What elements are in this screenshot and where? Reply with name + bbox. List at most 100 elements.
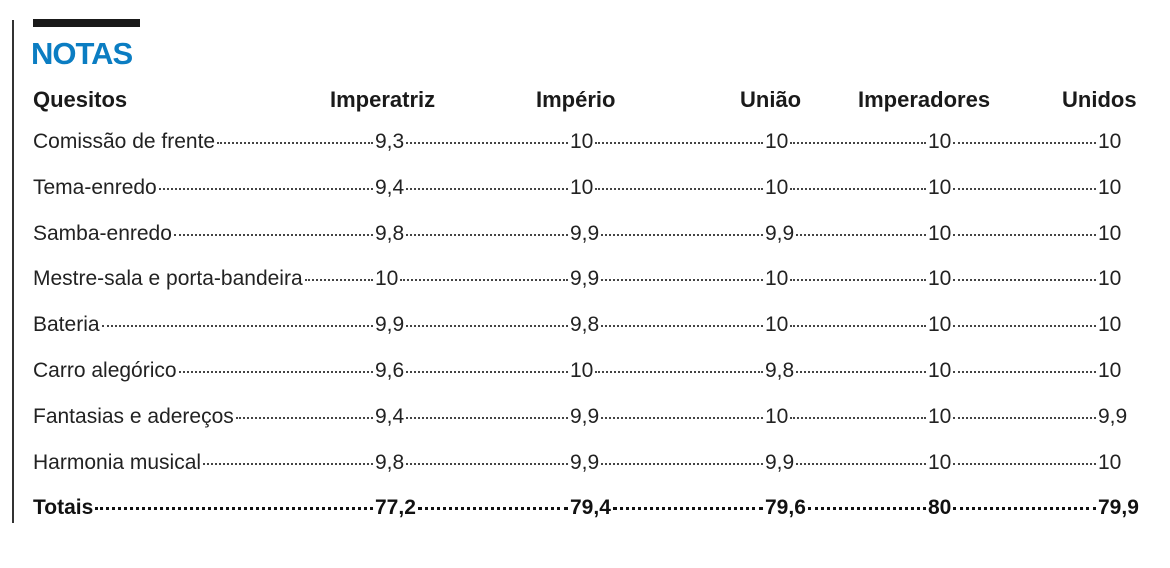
score: 10 — [928, 404, 952, 428]
score-cell: 9,9 — [570, 267, 765, 297]
score-cell: 10 — [570, 176, 765, 206]
column-header: Império — [536, 87, 616, 112]
score-cell: 10 — [1098, 451, 1158, 481]
score-cell: 10 — [375, 267, 570, 297]
row-label: Comissão de frente — [33, 130, 216, 153]
dot-leader — [601, 233, 763, 236]
score-cell: 79,6 — [765, 496, 928, 526]
score-cell: 9,9 — [570, 405, 765, 435]
score: 9,9 — [1098, 404, 1128, 428]
score: 9,4 — [375, 175, 405, 199]
score-cell: 10 — [765, 130, 928, 160]
score: 10 — [570, 359, 594, 382]
score: 10 — [928, 221, 952, 245]
dot-leader — [601, 325, 763, 328]
dot-leader — [790, 187, 926, 190]
score: 80 — [928, 496, 952, 520]
score: 9,8 — [765, 359, 795, 382]
dot-leader — [595, 142, 763, 144]
score-cell: 10 — [928, 359, 1098, 389]
score-cell: 10 — [765, 176, 928, 206]
column-header: Unidos — [1062, 87, 1137, 112]
score-cell: 79,9 — [1098, 496, 1158, 526]
dot-leader — [790, 279, 926, 282]
score-cell: 10 — [1098, 313, 1158, 343]
score: 9,8 — [375, 221, 405, 245]
dot-leader — [601, 279, 763, 282]
dot-leader — [953, 507, 1096, 511]
dot-leader — [953, 325, 1096, 328]
column-header: Imperatriz — [330, 87, 436, 112]
score: 10 — [928, 450, 952, 474]
row-label: Fantasias e adereços — [33, 404, 234, 428]
column-header: União — [740, 87, 802, 112]
score-cell: 10 — [765, 405, 928, 435]
score-cell: 9,8 — [375, 222, 570, 252]
dot-leader — [796, 233, 926, 236]
score-cell: 80 — [928, 496, 1098, 526]
row-label: Totais — [33, 496, 94, 520]
title: NOTAS — [31, 36, 133, 71]
score-cell: 9,3 — [375, 130, 570, 160]
dot-leader — [406, 187, 568, 190]
left-rule — [12, 20, 14, 523]
score-cell: 10 — [928, 130, 1098, 160]
score: 10 — [765, 267, 789, 291]
dot-leader — [790, 325, 926, 328]
score-cell: 9,9 — [375, 313, 570, 343]
dot-leader — [406, 416, 568, 419]
score: 10 — [928, 130, 952, 153]
dot-leader — [95, 507, 373, 511]
score: 79,4 — [570, 496, 611, 520]
score: 9,9 — [375, 313, 405, 337]
row-label: Bateria — [33, 313, 100, 337]
score-cell: 9,9 — [765, 451, 928, 481]
row-label-cell: Tema-enredo — [33, 176, 375, 206]
score: 10 — [1098, 450, 1122, 474]
score: 10 — [570, 175, 594, 199]
score: 10 — [928, 359, 952, 382]
row-label-cell: Comissão de frente — [33, 130, 375, 160]
score: 79,6 — [765, 496, 806, 520]
score-cell: 9,9 — [1098, 405, 1158, 435]
dot-leader — [953, 371, 1096, 373]
column-header: Quesitos — [33, 87, 128, 112]
score: 10 — [765, 313, 789, 337]
score-cell: 10 — [928, 267, 1098, 297]
score-cell: 10 — [1098, 267, 1158, 297]
score-cell: 9,6 — [375, 359, 570, 389]
score-cell: 10 — [765, 267, 928, 297]
score-cell: 10 — [1098, 222, 1158, 252]
score-cell: 10 — [570, 130, 765, 160]
score-cell: 10 — [928, 451, 1098, 481]
dot-leader — [601, 416, 763, 419]
dot-leader — [304, 279, 373, 282]
title-bar — [33, 19, 140, 27]
row-label: Samba-enredo — [33, 221, 172, 245]
dot-leader — [796, 462, 926, 465]
row-label-cell: Harmonia musical — [33, 451, 375, 481]
dot-leader — [595, 371, 763, 373]
dot-leader — [790, 416, 926, 419]
score: 9,9 — [570, 404, 600, 428]
score-cell: 10 — [928, 405, 1098, 435]
score-cell: 9,9 — [570, 222, 765, 252]
score-cell: 10 — [570, 359, 765, 389]
score-cell: 77,2 — [375, 496, 570, 526]
dot-leader — [203, 462, 373, 465]
score: 10 — [928, 267, 952, 291]
score-cell: 9,4 — [375, 405, 570, 435]
dot-leader — [953, 416, 1096, 419]
score: 10 — [1098, 221, 1122, 245]
dot-leader — [807, 507, 926, 511]
dot-leader — [406, 233, 568, 236]
score: 9,8 — [570, 313, 600, 337]
dot-leader — [953, 279, 1096, 282]
dot-leader — [953, 462, 1096, 465]
score: 9,3 — [375, 130, 405, 153]
dot-leader — [235, 416, 373, 419]
dot-leader — [400, 279, 568, 282]
score: 9,9 — [765, 450, 795, 474]
score-cell: 10 — [1098, 130, 1158, 160]
